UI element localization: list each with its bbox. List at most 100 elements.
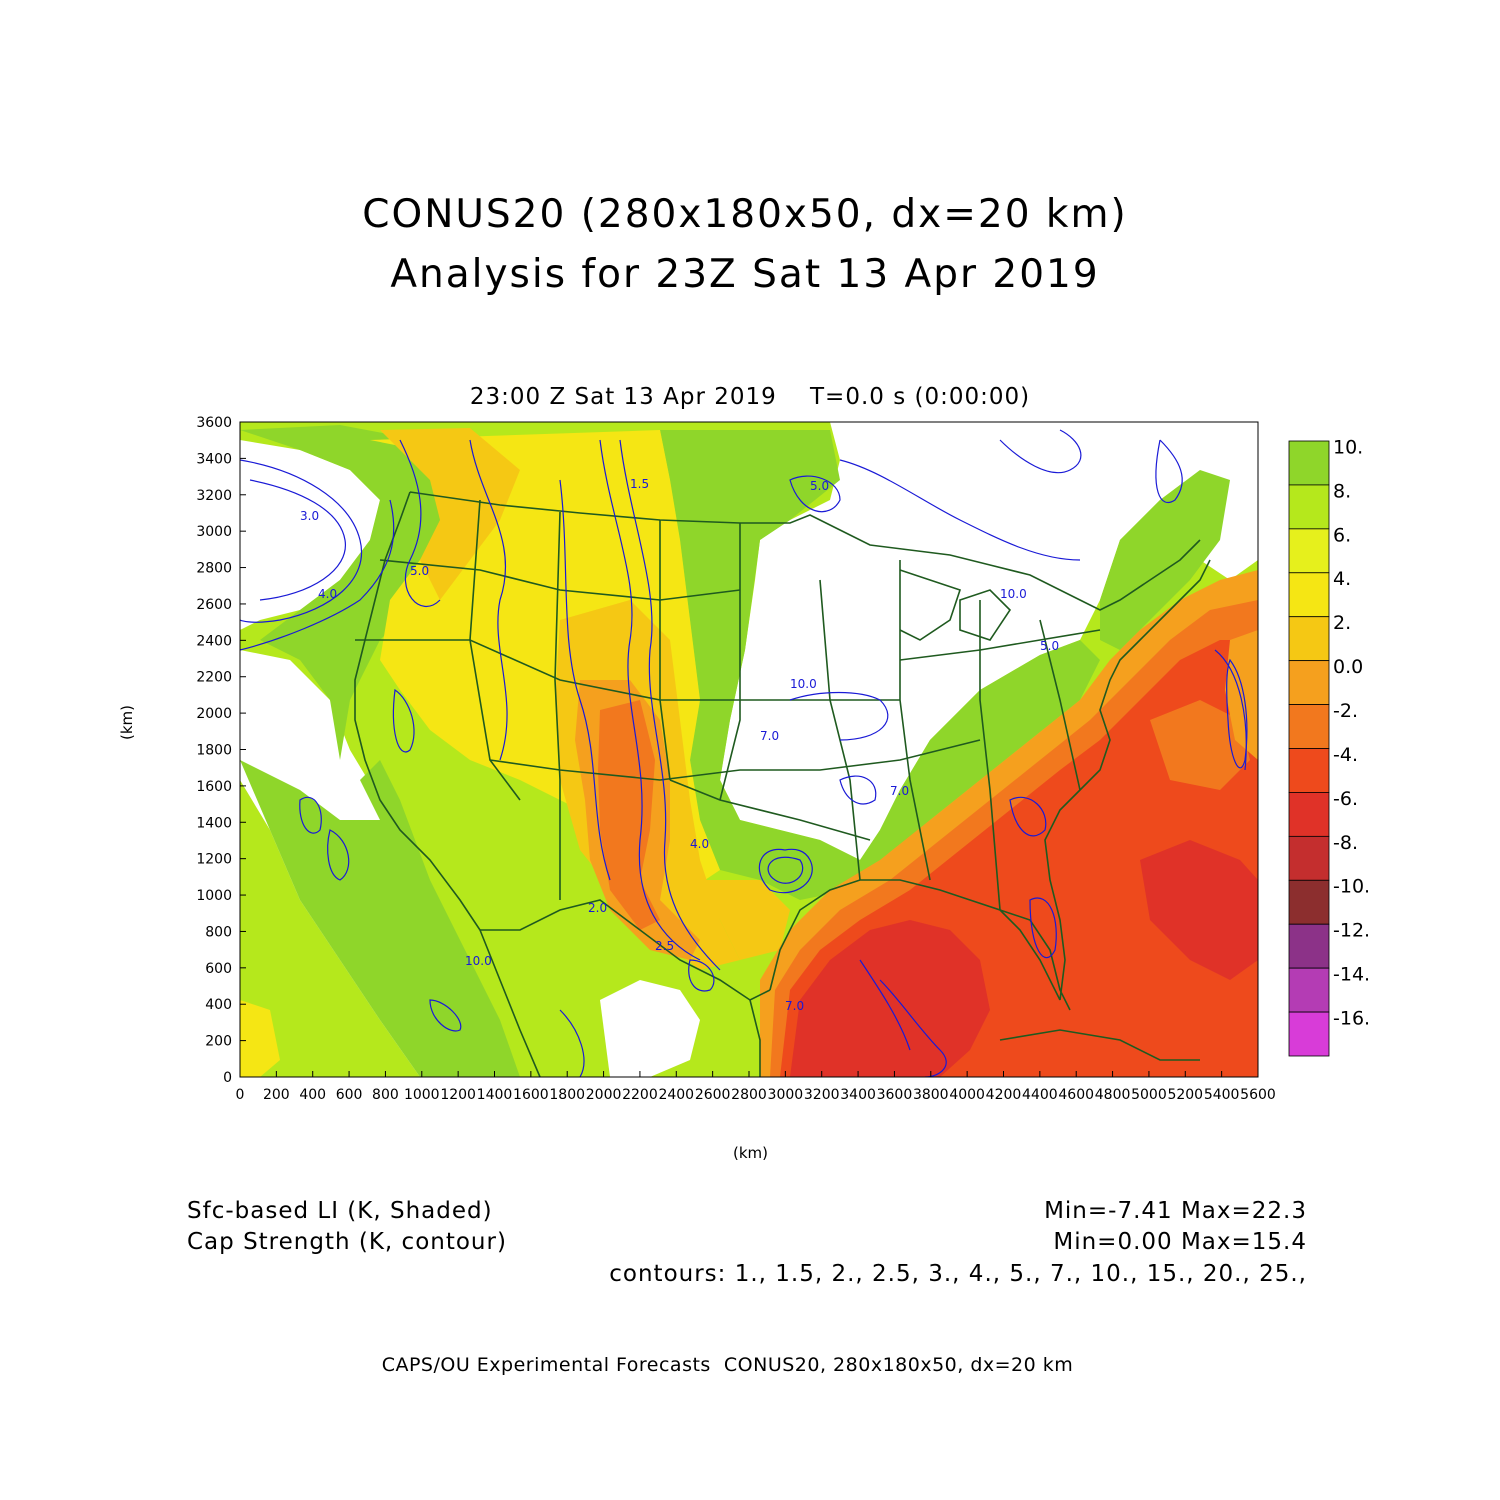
shade-green-southwest bbox=[240, 760, 520, 1077]
contour-w bbox=[688, 959, 715, 992]
shade-darkorange-atlantic bbox=[1150, 700, 1250, 790]
y-tick-label: 3400 bbox=[196, 451, 232, 467]
shade-white-northcentral bbox=[720, 422, 1258, 860]
colorbar-label: 0.0 bbox=[1333, 656, 1363, 678]
y-tick-label: 2200 bbox=[196, 670, 232, 686]
y-tick-label: 2600 bbox=[196, 597, 232, 613]
contour-x bbox=[429, 999, 462, 1032]
gulf-coast bbox=[769, 879, 1061, 1001]
y-axis: 0 200 400 600 800 1000 1200 1400 1600 1800 2000 220… bbox=[196, 415, 246, 1086]
state-line-4 bbox=[719, 523, 741, 801]
contour-label: 1.5 bbox=[630, 477, 649, 491]
colorbar-swatch bbox=[1288, 440, 1330, 486]
shade-green-northwest bbox=[240, 425, 480, 760]
state-line-6 bbox=[379, 559, 741, 601]
shade-yellow-baja bbox=[240, 1000, 280, 1077]
shaded-field bbox=[240, 422, 1258, 1077]
y-tick-label: 1600 bbox=[196, 779, 232, 795]
contour-s bbox=[859, 959, 911, 1051]
x-tick-label: 800 bbox=[372, 1087, 399, 1103]
contour-label: 5.0 bbox=[1040, 639, 1059, 653]
y-tick-label: 2400 bbox=[196, 633, 232, 649]
contour-v bbox=[559, 1009, 585, 1077]
contour-label: 2.0 bbox=[588, 901, 607, 915]
contour-m bbox=[1155, 439, 1183, 503]
x-tick-label: 2200 bbox=[622, 1087, 658, 1103]
x-tick-label: 3400 bbox=[840, 1087, 876, 1103]
x-tick-label: 3200 bbox=[804, 1087, 840, 1103]
contour-t bbox=[1009, 796, 1047, 837]
colorbar-label: -8. bbox=[1333, 832, 1358, 854]
colorbar-label: 4. bbox=[1333, 568, 1351, 590]
contour-o bbox=[839, 775, 877, 805]
x-tick-label: 2000 bbox=[586, 1087, 622, 1103]
baja bbox=[479, 929, 541, 1077]
contour-b bbox=[249, 479, 346, 601]
contour-label: 10.0 bbox=[790, 677, 817, 691]
y-tick-label: 1200 bbox=[196, 852, 232, 868]
x-tick-label: 5400 bbox=[1204, 1087, 1240, 1103]
plot-title: CONUS20 (280x180x50, dx=20 km) bbox=[362, 192, 1128, 237]
y-tick-label: 3200 bbox=[196, 488, 232, 504]
x-tick-label: 600 bbox=[336, 1087, 363, 1103]
colorbar-label: 8. bbox=[1333, 480, 1351, 502]
x-tick-label: 1600 bbox=[513, 1087, 549, 1103]
mexico-east bbox=[749, 999, 761, 1077]
contour-e bbox=[469, 439, 508, 761]
colorbar-swatch bbox=[1288, 879, 1330, 925]
x-tick-label: 3800 bbox=[913, 1087, 949, 1103]
contour-j bbox=[758, 848, 813, 894]
state-line-7 bbox=[489, 739, 981, 781]
colorbar-label: -16. bbox=[1333, 1007, 1370, 1029]
x-tick-label: 1400 bbox=[477, 1087, 513, 1103]
cap-contours bbox=[240, 429, 1248, 1077]
y-tick-label: 1400 bbox=[196, 815, 232, 831]
y-tick-label: 400 bbox=[205, 997, 232, 1013]
colorbar-swatch bbox=[1288, 792, 1330, 837]
x-tick-label: 1200 bbox=[440, 1087, 476, 1103]
y-tick-label: 800 bbox=[205, 924, 232, 940]
colorbar-label: 2. bbox=[1333, 612, 1351, 634]
contour-q bbox=[1214, 649, 1247, 771]
colorbar-swatch bbox=[1288, 1011, 1330, 1057]
shade-white-mexico bbox=[600, 980, 700, 1077]
x-tick-label: 4000 bbox=[949, 1087, 985, 1103]
colorbar-swatch bbox=[1288, 835, 1330, 881]
x-axis-label: (km) bbox=[733, 1144, 769, 1162]
shade-gold-texas bbox=[700, 880, 790, 960]
y-tick-label: 200 bbox=[205, 1034, 232, 1050]
shade-green-northeast bbox=[1100, 470, 1230, 650]
us-mexico-border bbox=[480, 899, 771, 1001]
contour-f bbox=[599, 439, 701, 961]
contour-n bbox=[789, 691, 889, 741]
contour-label: 3.0 bbox=[300, 509, 319, 523]
colorbar-swatch bbox=[1288, 528, 1330, 574]
contour-u bbox=[1029, 897, 1057, 959]
contour-d bbox=[392, 688, 415, 753]
x-tick-label: 4200 bbox=[986, 1087, 1022, 1103]
x-tick-label: 0 bbox=[236, 1087, 245, 1103]
contour-label-group: 3.0 4.0 5.0 7.0 10.0 1.5 2.0 2.5 4.0 5.0… bbox=[300, 477, 1059, 1013]
contour-label: 2.5 bbox=[655, 939, 674, 953]
contour-y bbox=[299, 796, 322, 834]
colorbar-swatch bbox=[1288, 923, 1330, 969]
x-tick-label: 3000 bbox=[768, 1087, 804, 1103]
y-tick-label: 0 bbox=[223, 1070, 232, 1086]
plot-valid-time: Analysis for 23Z Sat 13 Apr 2019 bbox=[390, 252, 1100, 297]
y-tick-label: 3600 bbox=[196, 415, 232, 431]
y-tick-label: 2800 bbox=[196, 561, 232, 577]
contour-ab bbox=[789, 475, 841, 513]
contour-label: 7.0 bbox=[890, 784, 909, 798]
colorbar-swatch bbox=[1288, 660, 1330, 705]
colorbar-label: -14. bbox=[1333, 964, 1370, 986]
x-axis: 0 200 400 600 800 1000 1200 1400 1600 1800 2000 220… bbox=[236, 1071, 1276, 1103]
cuba bbox=[999, 1029, 1200, 1061]
colorbar-label: -12. bbox=[1333, 920, 1370, 942]
state-line-5 bbox=[355, 639, 900, 701]
colorbar: 10. 8. 6. 4. 2. 0.0 -2. -4. -6. -8. -10. -12. -14. -1… bbox=[1288, 436, 1370, 1057]
legend-contour: Cap Strength (K, contour) bbox=[187, 1229, 507, 1255]
x-tick-label: 3600 bbox=[877, 1087, 913, 1103]
contour-label: 7.0 bbox=[785, 999, 804, 1013]
contour-label: 4.0 bbox=[318, 587, 337, 601]
x-tick-label: 400 bbox=[299, 1087, 326, 1103]
